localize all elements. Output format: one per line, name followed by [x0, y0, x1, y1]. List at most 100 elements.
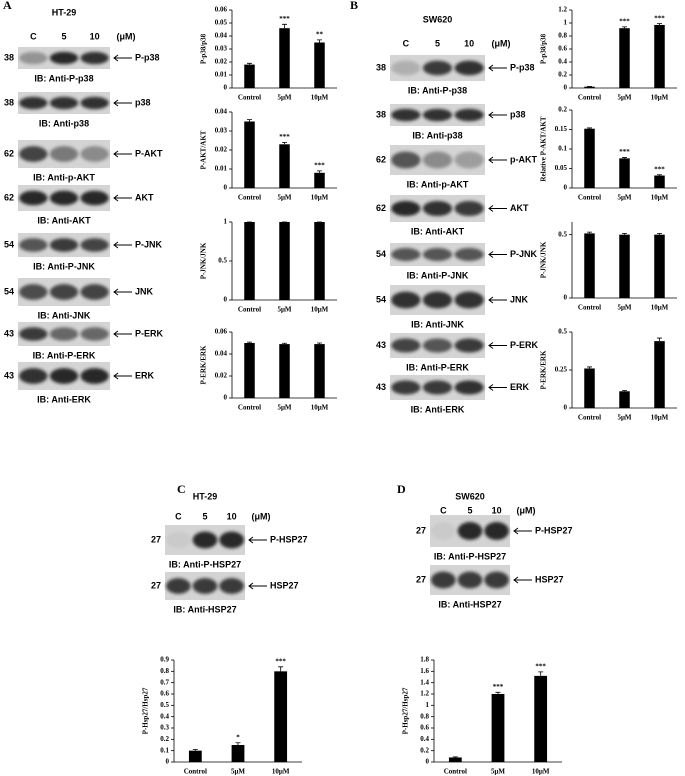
- marker-size: 27: [151, 580, 161, 590]
- blot-band: [80, 238, 109, 252]
- cell-line: SW620: [455, 491, 485, 501]
- cell-line: HT-29: [193, 491, 218, 501]
- y-tick-label: 0.2: [420, 746, 429, 754]
- y-tick-label: 1: [426, 701, 430, 709]
- blot-band: [19, 96, 48, 110]
- blot-band: [19, 190, 48, 206]
- error-bar: [235, 742, 241, 745]
- blot-band: [391, 380, 421, 395]
- x-tick-label: Control: [238, 404, 261, 412]
- y-tick-label: 1.4: [420, 678, 429, 686]
- arrow: [113, 330, 132, 338]
- arrow: [488, 296, 507, 304]
- marker-size: 38: [376, 109, 386, 119]
- blot-band: [19, 327, 48, 341]
- blot-band: [80, 284, 109, 300]
- blot-band: [454, 380, 484, 395]
- blot-band: [422, 151, 453, 169]
- error-bar: [587, 366, 592, 369]
- y-tick-label: 0: [224, 184, 228, 192]
- marker-size: 43: [376, 382, 386, 392]
- blot-band: [219, 578, 244, 594]
- y-tick-label: 0.05: [215, 19, 228, 27]
- bar: [279, 344, 290, 398]
- significance: ***: [279, 15, 290, 23]
- bar: [188, 750, 202, 762]
- significance: ***: [314, 162, 325, 170]
- y-tick-label: 0.9: [160, 656, 169, 664]
- y-tick-label: 0.02: [215, 58, 228, 66]
- y-tick-label: 0.02: [215, 146, 228, 154]
- lane-label: C: [403, 38, 410, 48]
- blot-band: [457, 522, 483, 540]
- error-bar: [247, 62, 252, 65]
- bar: [584, 368, 595, 408]
- error-bar: [622, 157, 627, 159]
- protein-label: AKT: [135, 192, 154, 202]
- y-tick-label: 0: [224, 296, 228, 304]
- x-tick-label: 10μM: [311, 194, 329, 202]
- error-bar: [317, 342, 322, 345]
- antibody-caption: IB: Anti-AKT: [37, 215, 91, 225]
- y-tick-label: 0: [564, 84, 568, 92]
- blot-band: [454, 60, 484, 76]
- bar: [314, 172, 325, 188]
- lane-label: (μM): [492, 38, 511, 48]
- y-tick-label: 0: [564, 184, 568, 192]
- x-tick-label: 5μM: [277, 306, 291, 314]
- lane-label: 10: [464, 38, 474, 48]
- y-axis-label: P-p38/p38: [200, 33, 208, 64]
- blot-band: [391, 151, 421, 169]
- blot-band: [431, 571, 456, 589]
- x-tick-label: Control: [578, 304, 601, 312]
- blot-band: [391, 291, 421, 309]
- antibody-caption: IB: Anti-JNK: [38, 310, 91, 320]
- blot-band: [422, 60, 453, 76]
- y-tick-label: 0.03: [215, 45, 228, 53]
- arrow: [488, 384, 507, 391]
- blot-band: [49, 51, 79, 65]
- y-tick-label: 0: [564, 294, 568, 302]
- blot-band: [391, 108, 421, 122]
- error-bar: [587, 231, 592, 234]
- blot-band: [422, 248, 453, 261]
- error-bar: [282, 142, 287, 145]
- y-tick-label: 0.2: [558, 106, 567, 114]
- y-tick-label: 0.5: [218, 257, 227, 265]
- y-tick-label: 0.4: [420, 735, 429, 743]
- protein-label: P-p38: [135, 52, 160, 62]
- marker-size: 62: [376, 154, 386, 164]
- significance: **: [316, 31, 324, 39]
- blot-band: [49, 190, 79, 206]
- blot-band: [49, 96, 79, 110]
- y-tick-label: 0.5: [558, 230, 567, 238]
- arrow: [113, 54, 132, 62]
- lane-label: 5: [467, 505, 472, 515]
- x-tick-label: 10μM: [311, 404, 329, 412]
- bar: [654, 234, 665, 298]
- y-axis-label: Relative P-AKT/AKT: [540, 116, 548, 181]
- protein-label: P-HSP27: [535, 525, 573, 535]
- protein-label: p-AKT: [510, 154, 537, 164]
- error-bar: [622, 26, 627, 29]
- antibody-caption: IB: Anti-P-p38: [408, 85, 467, 95]
- y-tick-label: 0.04: [215, 108, 228, 116]
- x-tick-label: 5μM: [617, 194, 631, 202]
- arrow: [488, 64, 507, 72]
- x-tick-label: 10μM: [651, 94, 669, 102]
- y-tick-label: 1.6: [420, 667, 429, 675]
- arrow: [488, 251, 507, 258]
- y-tick-label: 0.25: [555, 366, 568, 374]
- bar: [244, 64, 255, 88]
- y-tick-label: 0.03: [215, 127, 228, 135]
- significance: ***: [654, 165, 665, 173]
- y-tick-label: 0.01: [215, 165, 228, 173]
- blot-band: [19, 368, 48, 384]
- blot-band: [49, 284, 79, 300]
- blot-band: [457, 571, 483, 589]
- marker-size: 38: [4, 97, 14, 107]
- antibody-caption: IB: Anti-HSP27: [173, 604, 236, 614]
- error-bar: [657, 337, 662, 342]
- protein-label: p38: [510, 109, 526, 119]
- arrow: [488, 342, 507, 349]
